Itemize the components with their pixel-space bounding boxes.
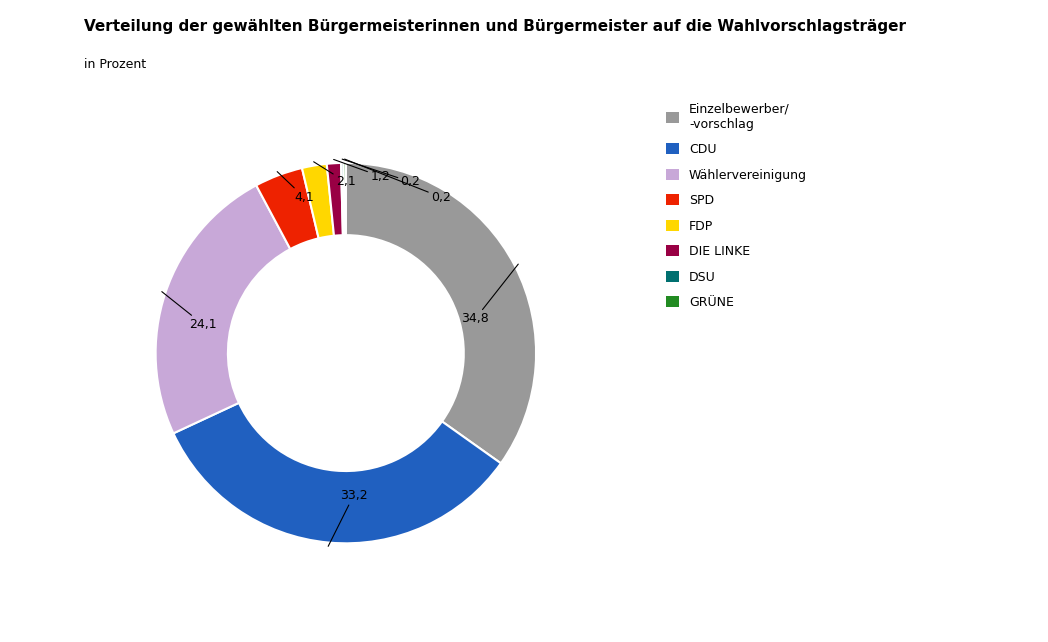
Text: 24,1: 24,1 [161, 291, 217, 331]
Text: 4,1: 4,1 [277, 171, 313, 204]
Text: 2,1: 2,1 [313, 162, 355, 188]
Text: in Prozent: in Prozent [84, 58, 146, 71]
Wedge shape [346, 163, 537, 464]
Text: 34,8: 34,8 [461, 264, 519, 325]
Wedge shape [302, 164, 334, 238]
Wedge shape [256, 168, 319, 249]
Wedge shape [327, 163, 343, 236]
Text: Verteilung der gewählten Bürgermeisterinnen und Bürgermeister auf die Wahlvorsch: Verteilung der gewählten Bürgermeisterin… [84, 19, 905, 34]
Text: 0,2: 0,2 [345, 159, 451, 204]
Text: 1,2: 1,2 [333, 159, 390, 183]
Wedge shape [173, 403, 501, 543]
Text: 0,2: 0,2 [343, 159, 420, 188]
Wedge shape [155, 186, 290, 433]
Legend: Einzelbewerber/
-vorschlag, CDU, Wählervereinigung, SPD, FDP, DIE LINKE, DSU, GR: Einzelbewerber/ -vorschlag, CDU, Wählerv… [667, 103, 807, 309]
Wedge shape [341, 163, 345, 235]
Text: 33,2: 33,2 [328, 489, 367, 546]
Wedge shape [344, 163, 346, 235]
